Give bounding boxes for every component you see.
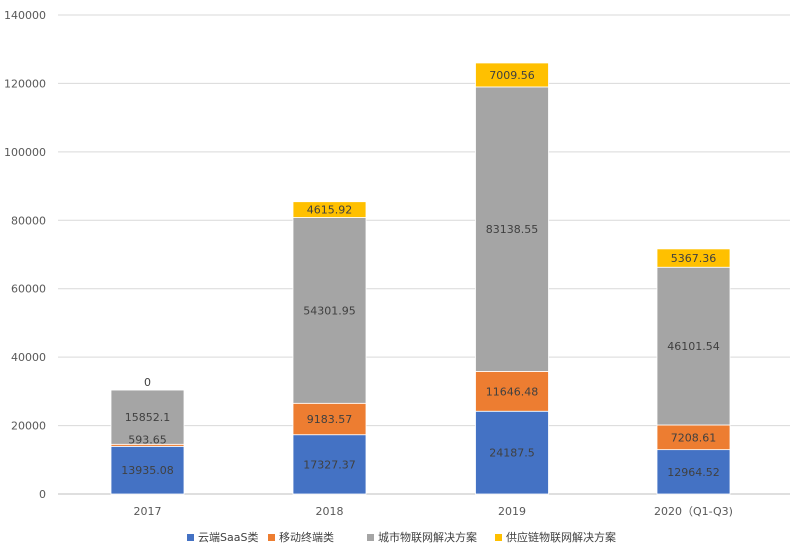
bar-segment: [110, 389, 185, 445]
data-label: 0: [144, 376, 151, 389]
y-tick-label: 80000: [11, 214, 46, 227]
y-tick-label: 20000: [11, 420, 46, 433]
legend-label: 移动终端类: [279, 530, 334, 544]
data-label: 15852.1: [125, 411, 171, 424]
data-label: 17327.37: [303, 458, 356, 471]
y-tick-label: 40000: [11, 351, 46, 364]
bar-segment: [110, 445, 185, 495]
data-label: 5367.36: [671, 252, 717, 265]
bar-segment: [292, 434, 367, 495]
bar-segment: [292, 217, 367, 404]
bar-segment: [292, 402, 367, 436]
data-label: 54301.95: [303, 304, 356, 317]
legend-label: 城市物联网解决方案: [378, 530, 477, 544]
data-label: 7208.61: [671, 431, 717, 444]
bars: [110, 62, 731, 495]
legend: 云端SaaS类 移动终端类 城市物联网解决方案 供应链物联网解决方案: [187, 530, 616, 544]
y-tick-label: 140000: [4, 9, 46, 22]
data-label: 7009.56: [489, 69, 535, 82]
data-label: 13935.08: [121, 464, 174, 477]
data-label: 46101.54: [667, 340, 720, 353]
x-axis-tick-labels: 2017 2018 2019 2020（Q1-Q3): [134, 505, 733, 518]
legend-label: 供应链物联网解决方案: [506, 530, 616, 544]
legend-swatch: [367, 534, 374, 541]
data-label: 4615.92: [307, 204, 353, 217]
data-label: 24187.5: [489, 447, 535, 460]
x-tick-label: 2019: [498, 505, 526, 518]
y-tick-label: 100000: [4, 146, 46, 159]
bar-segment: [475, 62, 549, 88]
legend-label: 云端SaaS类: [198, 530, 258, 544]
bar-segment: [292, 201, 367, 218]
y-tick-label: 60000: [11, 283, 46, 296]
bar-segment: [656, 424, 731, 451]
y-tick-label: 0: [39, 488, 46, 501]
data-label: 83138.55: [486, 223, 539, 236]
bar-segment: [656, 266, 731, 426]
legend-swatch: [495, 534, 502, 541]
x-tick-label: 2018: [316, 505, 344, 518]
data-labels: 13935.08 593.65 15852.1 0 17327.37 9183.57 543…: [121, 69, 720, 479]
y-axis-tick-labels: 0 20000 40000 60000 80000 100000 120000 140000: [4, 9, 46, 501]
data-label: 593.65: [128, 433, 167, 446]
bar-segment: [656, 449, 731, 495]
bar-segment: [475, 370, 549, 412]
x-tick-label: 2017: [134, 505, 162, 518]
bar-segment: [656, 248, 731, 268]
data-label: 9183.57: [307, 413, 353, 426]
x-tick-label: 2020（Q1-Q3): [654, 505, 733, 518]
bar-segment: [475, 410, 549, 495]
legend-swatch: [268, 534, 275, 541]
legend-swatch: [187, 534, 194, 541]
y-tick-label: 120000: [4, 77, 46, 90]
data-label: 12964.52: [667, 466, 720, 479]
data-label: 11646.48: [486, 385, 539, 398]
